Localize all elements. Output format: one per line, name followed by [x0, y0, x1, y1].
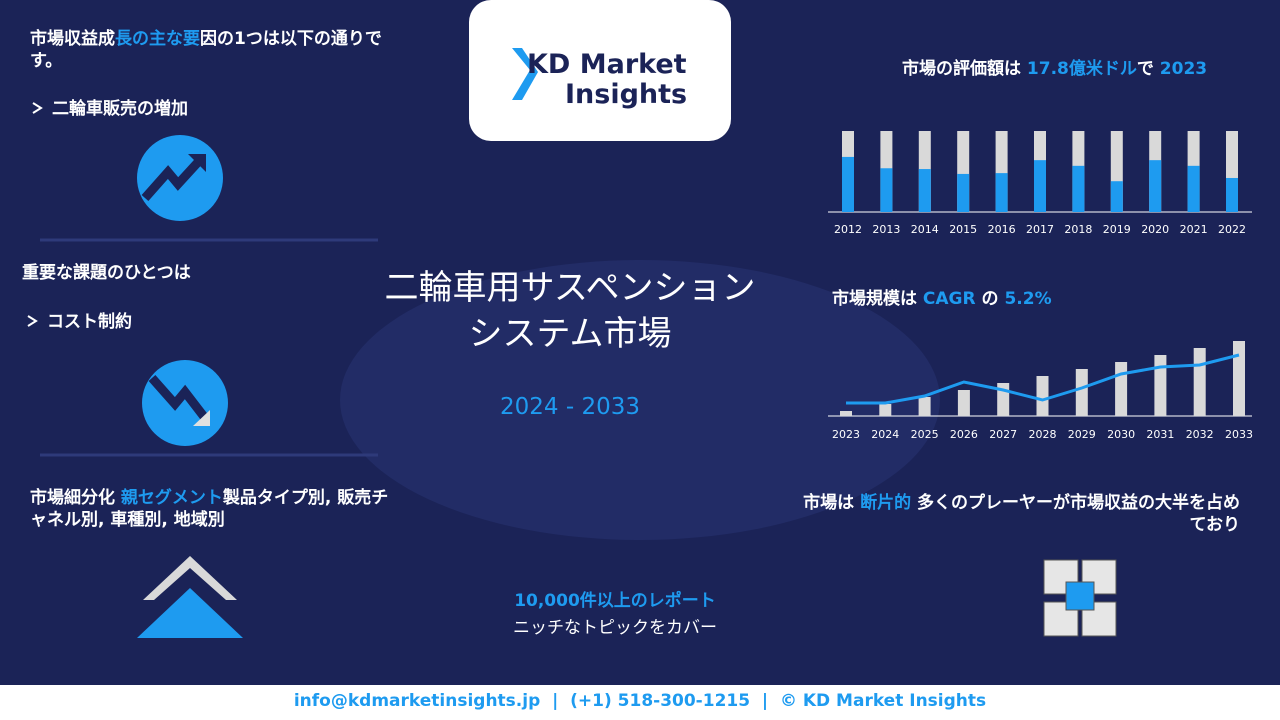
logo-box — [469, 0, 731, 141]
driver-item: 二輪車販売の増加 — [52, 99, 188, 119]
bar — [1115, 362, 1128, 416]
chevron — [143, 556, 237, 600]
bar — [1149, 160, 1162, 212]
bar — [1187, 165, 1200, 212]
arrow-up — [141, 156, 204, 201]
logo-mark — [512, 48, 538, 100]
arrow-head — [188, 154, 206, 172]
x-tick-label: 2017 — [1026, 223, 1054, 236]
fragmentation: 市場は 断片的 多くのプレーヤーが市場収益の大半を占めており — [803, 493, 1240, 535]
arrow-head — [193, 410, 210, 426]
reports-highlight: 10,000件以上のレポート — [514, 591, 716, 611]
x-tick-label: 2013 — [872, 223, 900, 236]
footer-bar — [0, 685, 1280, 720]
bullet — [27, 315, 38, 327]
x-tick-label: 2024 — [871, 428, 899, 441]
x-tick-label: 2015 — [949, 223, 977, 236]
bar — [918, 169, 931, 212]
bar — [918, 397, 931, 416]
bar — [1075, 369, 1088, 416]
x-tick-label: 2033 — [1225, 428, 1253, 441]
x-tick-label: 2021 — [1180, 223, 1208, 236]
trend-line — [846, 353, 1240, 405]
x-tick-label: 2025 — [911, 428, 939, 441]
world-map — [340, 260, 940, 540]
bar — [1154, 355, 1167, 416]
x-tick-label: 2019 — [1103, 223, 1131, 236]
logo-text: KD Market Insights — [527, 49, 688, 110]
period: 2024 - 2033 — [500, 394, 640, 420]
bar — [1226, 177, 1238, 212]
cubes-icon — [1043, 559, 1117, 637]
arrow-down — [148, 375, 209, 421]
bar — [840, 411, 852, 416]
x-tick-label: 2023 — [832, 428, 860, 441]
bar — [842, 156, 854, 212]
challenge-item: コスト制約 — [47, 312, 132, 332]
bar — [1036, 376, 1049, 416]
x-tick-label: 2020 — [1141, 223, 1169, 236]
driver-heading: 市場収益成長の主な要因の1つは以下の通りです。 — [30, 29, 382, 71]
x-tick-label: 2022 — [1218, 223, 1246, 236]
bar — [957, 173, 970, 212]
bar — [1034, 160, 1046, 212]
footer: info@kdmarketinsights.jp | (+1) 518-300-… — [293, 691, 987, 711]
x-tick-label: 2027 — [989, 428, 1017, 441]
bar — [957, 390, 970, 416]
bar — [1233, 341, 1245, 416]
bar — [1193, 348, 1206, 416]
x-tick-label: 2012 — [834, 223, 862, 236]
bar — [995, 173, 1008, 212]
challenge-heading: 重要な課題のひとつは — [22, 263, 191, 283]
bullet — [32, 102, 43, 114]
valuation-heading: 市場の評価額は 17.8億米ドルで 2023 — [902, 59, 1208, 79]
x-tick-label: 2018 — [1064, 223, 1092, 236]
x-tick-label: 2028 — [1029, 428, 1057, 441]
cube — [1065, 581, 1095, 611]
chevron — [137, 588, 243, 638]
bar — [879, 404, 892, 416]
segmentation: 市場細分化 親セグメント製品タイプ別, 販売チャネル別, 車種別, 地域別 — [30, 488, 389, 530]
main-title: 二輪車用サスペンション システム市場 — [384, 268, 756, 354]
decline-icon — [142, 360, 228, 446]
x-tick-label: 2029 — [1068, 428, 1096, 441]
x-tick-label: 2016 — [988, 223, 1016, 236]
bar — [880, 168, 893, 212]
growth-heading: 市場規模は CAGR の 5.2% — [832, 289, 1052, 309]
bar — [1072, 165, 1085, 212]
reports-text: ニッチなトピックをカバー — [513, 618, 717, 638]
bar — [1110, 181, 1123, 212]
x-tick-label: 2026 — [950, 428, 978, 441]
x-tick-label: 2031 — [1146, 428, 1174, 441]
x-tick-label: 2014 — [911, 223, 939, 236]
x-tick-label: 2032 — [1186, 428, 1214, 441]
x-tick-label: 2030 — [1107, 428, 1135, 441]
